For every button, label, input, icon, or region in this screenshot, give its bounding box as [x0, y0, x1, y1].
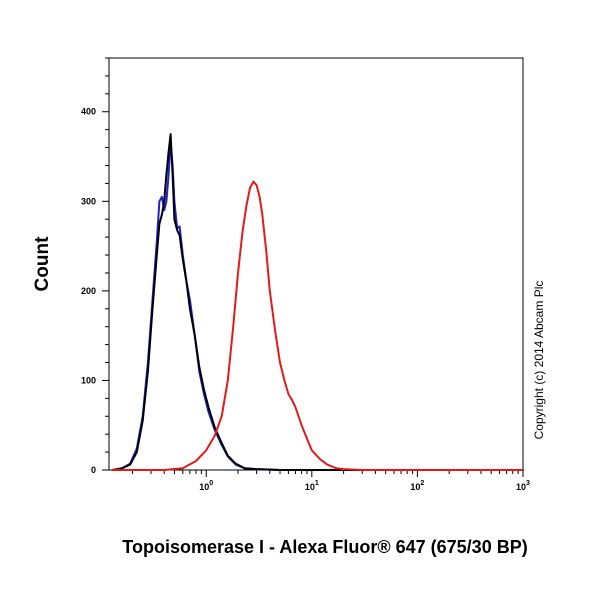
- y-axis-label: Count: [32, 236, 53, 292]
- y-tick-label: 200: [81, 286, 96, 296]
- x-tick-label: 100: [199, 480, 213, 492]
- y-tick-label: 100: [81, 375, 96, 385]
- x-axis-label: Topoisomerase I - Alexa Fluor® 647 (675/…: [122, 537, 527, 557]
- series-layer: [111, 133, 524, 471]
- plot-frame: [108, 57, 524, 471]
- y-axis: 0 100 200 300 400: [81, 57, 109, 475]
- histogram-series-3: [111, 180, 524, 471]
- y-tick-label: 400: [81, 107, 96, 117]
- x-tick-label: 103: [516, 480, 530, 492]
- histogram-series-2: [111, 133, 524, 471]
- y-tick-label: 300: [81, 196, 96, 206]
- copyright-annotation: Copyright (c) 2014 Abcam Plc: [532, 281, 546, 440]
- x-tick-label: 101: [305, 480, 319, 492]
- x-axis: 100 101 102 103: [131, 470, 530, 492]
- y-tick-label: 0: [91, 465, 96, 475]
- x-tick-label: 102: [410, 480, 424, 492]
